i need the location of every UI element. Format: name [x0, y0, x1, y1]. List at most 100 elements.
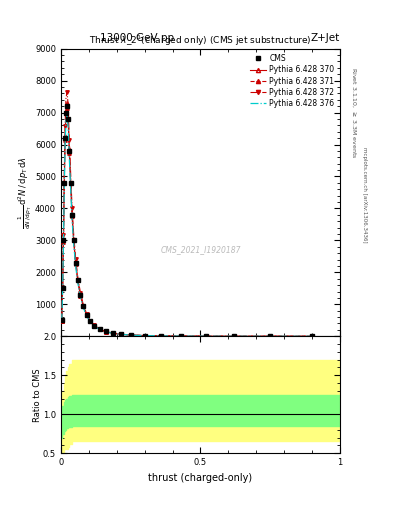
Pythia 6.428 376	[88, 319, 93, 325]
Pythia 6.428 376	[204, 333, 208, 339]
Pythia 6.428 370	[65, 104, 70, 111]
Pythia 6.428 370	[67, 150, 72, 156]
Pythia 6.428 372	[65, 89, 70, 95]
Pythia 6.428 372	[159, 333, 164, 339]
Pythia 6.428 370	[128, 332, 133, 338]
Pythia 6.428 370	[268, 333, 273, 339]
Pythia 6.428 376	[81, 304, 86, 310]
Pythia 6.428 370	[68, 181, 73, 187]
Pythia 6.428 371	[204, 333, 208, 339]
CMS	[268, 333, 273, 339]
Pythia 6.428 371	[65, 100, 70, 106]
Pythia 6.428 371	[61, 237, 66, 243]
Pythia 6.428 372	[88, 317, 93, 324]
Pythia 6.428 371	[310, 333, 314, 339]
Pythia 6.428 376	[63, 142, 68, 148]
Title: Thrust $\lambda\_2^1$(charged only) (CMS jet substructure): Thrust $\lambda\_2^1$(charged only) (CMS…	[89, 34, 312, 49]
Pythia 6.428 372	[63, 123, 68, 129]
Pythia 6.428 376	[61, 242, 66, 248]
Text: 13000 GeV pp: 13000 GeV pp	[101, 33, 174, 44]
Pythia 6.428 372	[73, 257, 78, 263]
Pythia 6.428 370	[78, 293, 83, 299]
Pythia 6.428 376	[75, 281, 80, 287]
Pythia 6.428 370	[72, 239, 76, 245]
CMS	[103, 328, 108, 334]
CMS	[204, 333, 208, 339]
CMS	[84, 311, 89, 317]
Text: CMS_2021_I1920187: CMS_2021_I1920187	[160, 245, 241, 254]
Pythia 6.428 376	[60, 288, 65, 294]
CMS	[81, 303, 86, 309]
Pythia 6.428 370	[88, 318, 93, 325]
Pythia 6.428 371	[75, 278, 80, 284]
Pythia 6.428 376	[72, 242, 76, 248]
Pythia 6.428 370	[178, 333, 183, 339]
Pythia 6.428 372	[60, 284, 65, 290]
Pythia 6.428 372	[310, 333, 314, 339]
CMS	[59, 317, 64, 324]
Legend: CMS, Pythia 6.428 370, Pythia 6.428 371, Pythia 6.428 372, Pythia 6.428 376: CMS, Pythia 6.428 370, Pythia 6.428 371,…	[249, 52, 336, 110]
CMS	[92, 323, 97, 329]
Pythia 6.428 376	[268, 333, 273, 339]
Pythia 6.428 372	[128, 332, 133, 338]
Pythia 6.428 376	[67, 155, 72, 161]
Pythia 6.428 370	[159, 333, 164, 339]
Pythia 6.428 376	[84, 313, 89, 319]
Pythia 6.428 376	[73, 264, 78, 270]
Pythia 6.428 371	[119, 331, 123, 337]
CMS	[64, 110, 68, 116]
CMS	[110, 330, 115, 336]
Pythia 6.428 371	[60, 286, 65, 292]
Pythia 6.428 370	[103, 329, 108, 335]
CMS	[119, 331, 123, 337]
Pythia 6.428 372	[78, 290, 83, 296]
Pythia 6.428 371	[142, 332, 147, 338]
Pythia 6.428 370	[81, 304, 86, 310]
Text: Z+Jet: Z+Jet	[311, 33, 340, 44]
Line: Pythia 6.428 370: Pythia 6.428 370	[60, 106, 314, 338]
CMS	[310, 333, 314, 339]
Pythia 6.428 372	[119, 331, 123, 337]
Pythia 6.428 370	[70, 214, 74, 220]
Pythia 6.428 376	[65, 112, 70, 118]
Pythia 6.428 370	[64, 111, 68, 117]
Pythia 6.428 376	[70, 217, 74, 223]
Pythia 6.428 376	[78, 294, 83, 300]
Pythia 6.428 372	[66, 102, 70, 109]
Pythia 6.428 372	[61, 232, 66, 239]
Pythia 6.428 371	[88, 318, 93, 324]
Pythia 6.428 372	[67, 137, 72, 143]
Pythia 6.428 376	[66, 124, 70, 130]
Pythia 6.428 372	[68, 171, 73, 177]
CMS	[66, 116, 70, 122]
Pythia 6.428 372	[97, 326, 102, 332]
Pythia 6.428 370	[110, 330, 115, 336]
CMS	[73, 260, 78, 266]
Pythia 6.428 372	[81, 302, 86, 308]
Pythia 6.428 376	[178, 333, 183, 339]
CMS	[61, 238, 66, 244]
CMS	[70, 212, 74, 218]
Pythia 6.428 370	[59, 318, 64, 324]
Pythia 6.428 372	[75, 275, 80, 281]
CMS	[78, 292, 83, 298]
Line: Pythia 6.428 372: Pythia 6.428 372	[60, 90, 314, 338]
Pythia 6.428 371	[78, 292, 83, 298]
CMS	[72, 238, 76, 244]
Pythia 6.428 371	[97, 326, 102, 332]
Pythia 6.428 370	[204, 333, 208, 339]
CMS	[128, 332, 133, 338]
CMS	[159, 333, 164, 339]
Pythia 6.428 372	[84, 311, 89, 317]
Text: Rivet 3.1.10, $\geq$ 3.3M events: Rivet 3.1.10, $\geq$ 3.3M events	[350, 67, 358, 158]
Pythia 6.428 370	[142, 332, 147, 338]
Pythia 6.428 376	[310, 333, 314, 339]
Pythia 6.428 370	[66, 117, 70, 123]
Pythia 6.428 371	[92, 323, 97, 329]
Pythia 6.428 372	[268, 333, 273, 339]
CMS	[68, 180, 73, 186]
Pythia 6.428 371	[64, 106, 68, 113]
Text: mcplots.cern.ch [arXiv:1306.3436]: mcplots.cern.ch [arXiv:1306.3436]	[362, 147, 367, 242]
CMS	[75, 278, 80, 284]
CMS	[65, 103, 70, 109]
